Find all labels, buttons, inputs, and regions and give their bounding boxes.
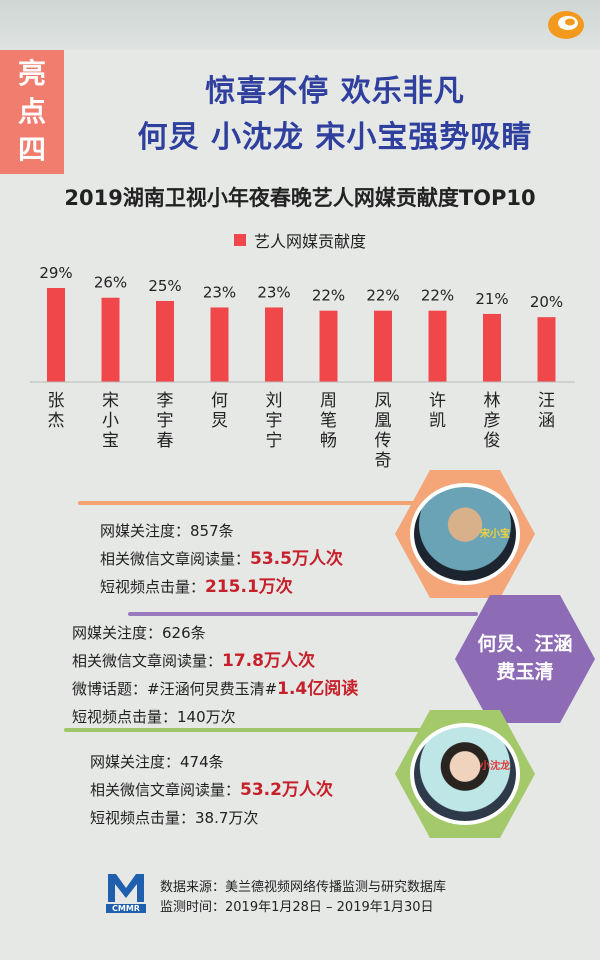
bar-凤凰传奇 xyxy=(374,310,392,382)
info-line: 相关微信文章阅读量：53.2万人次 xyxy=(90,780,333,800)
bar-李宇春 xyxy=(156,300,174,382)
category-label-char: 彦 xyxy=(484,411,501,431)
info-line: 短视频点击量：215.1万次 xyxy=(100,577,293,597)
headline-line-1: 惊喜不停 欢乐非凡 xyxy=(205,74,465,109)
bar-林彦俊 xyxy=(483,313,501,382)
legend-swatch xyxy=(233,234,246,246)
category-label-char: 何 xyxy=(211,391,228,411)
value-label: 21% xyxy=(475,290,508,308)
avatar-xiao-shenlong: 小沈龙 xyxy=(410,723,520,825)
info-divider-2 xyxy=(128,612,478,616)
info-line: 微博话题：#汪涵何炅费玉清#1.4亿阅读 xyxy=(72,679,359,699)
bar-许凯 xyxy=(428,310,447,382)
bar-chart: 29%张杰26%宋小宝25%李宇春23%何炅23%刘宇宁22%周笔畅22%凤凰传… xyxy=(30,264,575,471)
value-label: 25% xyxy=(148,277,181,295)
category-label-char: 宇 xyxy=(157,411,174,431)
category-label-char: 张 xyxy=(48,391,65,411)
category-label-char: 俊 xyxy=(484,431,501,451)
bar-宋小宝 xyxy=(101,297,120,382)
category-label-char: 奇 xyxy=(375,451,392,471)
category-label-char: 宇 xyxy=(266,411,283,431)
info-line: 网媒关注度：474条 xyxy=(90,753,224,771)
avatar-tag: 宋小宝 xyxy=(480,529,510,540)
headline-line-2: 何炅 小沈龙 宋小宝强势吸睛 xyxy=(137,120,533,155)
category-label-char: 小 xyxy=(102,411,119,431)
category-label-char: 汪 xyxy=(538,391,555,411)
category-label-char: 周 xyxy=(320,391,337,411)
category-label-char: 传 xyxy=(375,431,392,451)
category-label-char: 许 xyxy=(429,391,446,411)
value-label: 20% xyxy=(530,293,563,311)
info-divider-1 xyxy=(78,501,498,505)
category-label-char: 笔 xyxy=(320,411,337,431)
category-label-char: 林 xyxy=(484,391,501,411)
info-block-2: 网媒关注度：626条 相关微信文章阅读量：17.8万人次 微博话题：#汪涵何炅费… xyxy=(72,619,358,731)
category-label-char: 宁 xyxy=(266,431,283,451)
info-line: 短视频点击量：140万次 xyxy=(72,708,236,726)
hunan-tv-logo-icon xyxy=(548,11,584,39)
info-line: 相关微信文章阅读量：17.8万人次 xyxy=(72,651,315,671)
cmmr-logo-text: CMMR xyxy=(112,904,140,913)
avatar-song-xiaobao: 宋小宝 xyxy=(410,483,520,585)
category-label-char: 凰 xyxy=(375,411,392,431)
category-label-char: 春 xyxy=(157,431,174,451)
top-band xyxy=(0,0,600,50)
category-label-char: 宝 xyxy=(102,431,119,451)
value-label: 22% xyxy=(421,287,454,305)
value-label: 26% xyxy=(94,274,127,292)
value-label: 29% xyxy=(39,264,72,282)
info-line: 网媒关注度：857条 xyxy=(100,522,234,540)
category-label-char: 杰 xyxy=(48,411,65,431)
badge-char: 四 xyxy=(17,133,46,166)
chart-title: 2019湖南卫视小年夜春晚艺人网媒贡献度TOP10 xyxy=(64,186,536,210)
value-label: 23% xyxy=(257,283,290,301)
info-block-1: 网媒关注度：857条 相关微信文章阅读量：53.5万人次 短视频点击量：215.… xyxy=(100,517,343,601)
category-label-char: 涵 xyxy=(538,411,555,431)
chart-legend: 艺人网媒贡献度 xyxy=(0,228,600,252)
bar-张杰 xyxy=(47,288,65,382)
category-label-char: 宋 xyxy=(102,391,119,411)
cmmr-logo-icon xyxy=(106,874,146,913)
category-label-char: 凤 xyxy=(375,391,392,411)
value-label: 23% xyxy=(203,283,236,301)
category-label-char: 炅 xyxy=(211,411,228,431)
data-source: 数据来源：美兰德视频网络传播监测与研究数据库 xyxy=(160,880,447,895)
category-label-char: 李 xyxy=(157,391,174,411)
info-line: 网媒关注度：626条 xyxy=(72,624,206,642)
legend-label: 艺人网媒贡献度 xyxy=(253,232,366,251)
badge-char: 亮 xyxy=(17,57,46,90)
value-label: 22% xyxy=(366,287,399,305)
bar-汪涵 xyxy=(537,317,556,382)
category-label-char: 刘 xyxy=(266,391,283,411)
avatar-tag: 小沈龙 xyxy=(480,761,510,772)
bar-刘宇宁 xyxy=(265,307,283,382)
bar-周笔畅 xyxy=(319,310,338,382)
info-line: 相关微信文章阅读量：53.5万人次 xyxy=(100,549,343,569)
category-label-char: 凯 xyxy=(429,411,446,431)
info-block-3: 网媒关注度：474条 相关微信文章阅读量：53.2万人次 短视频点击量：38.7… xyxy=(90,748,333,832)
monitor-period: 监测时间：2019年1月28日 – 2019年1月30日 xyxy=(160,900,434,915)
bar-何炅 xyxy=(210,307,229,382)
hex-label: 何炅、汪涵 费玉清 xyxy=(477,633,573,683)
category-label-char: 畅 xyxy=(320,431,337,451)
value-label: 22% xyxy=(312,287,345,305)
highlight-badge: 亮 点 四 xyxy=(0,50,64,174)
info-divider-3 xyxy=(64,728,434,732)
badge-char: 点 xyxy=(17,95,46,128)
info-line: 短视频点击量：38.7万次 xyxy=(90,809,259,827)
